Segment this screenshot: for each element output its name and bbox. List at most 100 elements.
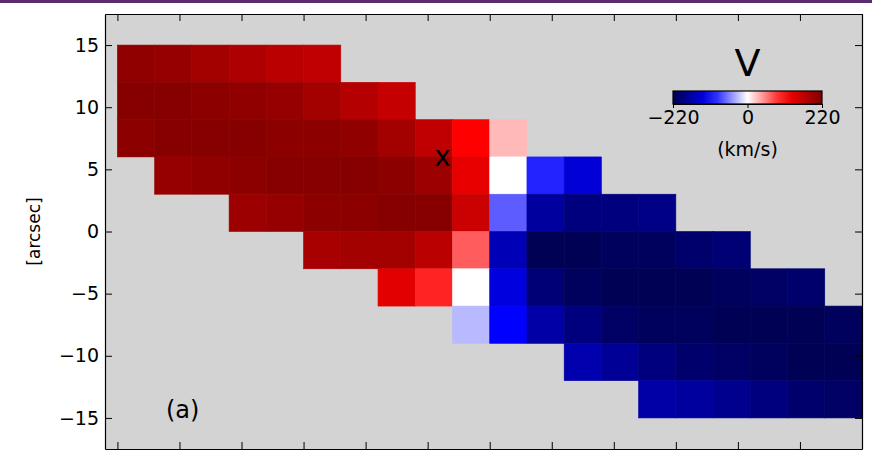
x-top-tick: [304, 14, 305, 21]
x-top-tick: [552, 14, 553, 21]
x-tick-mark: [676, 442, 677, 449]
x-top-tick-mark: [800, 14, 801, 21]
x-top-tick-mark: [428, 14, 429, 21]
y-tick-mark: [105, 356, 112, 357]
x-top-tick-mark: [304, 14, 305, 21]
velocity-cell: [639, 232, 676, 269]
y-right-tick-mark: [855, 356, 862, 357]
plot-background: [105, 14, 862, 449]
velocity-cell: [490, 232, 527, 269]
velocity-cell: [825, 306, 862, 343]
velocity-cell: [601, 194, 638, 231]
velocity-cell: [378, 269, 415, 306]
velocity-cell: [750, 343, 787, 380]
velocity-cell: [750, 381, 787, 418]
y-axis-title: [arcsec]: [24, 197, 44, 265]
velocity-cell: [788, 306, 825, 343]
x-tick-mark: [428, 442, 429, 449]
x-tick-mark: [366, 442, 367, 449]
y-right-tick-mark: [855, 232, 862, 233]
x-top-tick-mark: [676, 14, 677, 21]
velocity-cell: [527, 269, 564, 306]
velocity-cell: [490, 157, 527, 194]
velocity-cell: [304, 45, 341, 82]
x-top-tick-mark: [366, 14, 367, 21]
velocity-cell: [527, 232, 564, 269]
x-top-tick-mark: [490, 14, 491, 21]
x-tick-mark: [242, 442, 243, 449]
y-tick-label: −15: [59, 407, 99, 429]
velocity-cell: [192, 120, 229, 157]
velocity-cell: [527, 157, 564, 194]
velocity-cell: [639, 194, 676, 231]
x-tick: [800, 442, 801, 449]
y-right-tick: [855, 232, 862, 233]
x-axis: [106, 442, 863, 450]
x-top-axis-line: [106, 14, 863, 15]
y-tick: 0: [87, 220, 112, 242]
colorbar-bar: [673, 91, 822, 104]
velocity-cell: [304, 232, 341, 269]
y-tick-label: 15: [75, 34, 99, 56]
velocity-cell: [155, 120, 192, 157]
velocity-cell: [117, 82, 154, 119]
x-tick: [676, 442, 677, 449]
x-top-tick-mark: [738, 14, 739, 21]
x-axis-line: [106, 449, 863, 450]
velocity-cell: [117, 120, 154, 157]
colorbar-axis: −220 0 220: [647, 104, 840, 128]
x-top-tick: [179, 14, 180, 21]
y-tick-mark: [105, 294, 112, 295]
x-tick-mark: [117, 442, 118, 449]
y-right-tick-mark: [855, 169, 862, 170]
x-tick-mark: [552, 442, 553, 449]
x-top-axis: [106, 14, 863, 21]
annotation: x: [434, 140, 451, 173]
y-right-tick-mark: [855, 418, 862, 419]
colorbar-tick: −220: [647, 104, 699, 128]
y-right-tick: [855, 294, 862, 295]
velocity-cell: [639, 381, 676, 418]
velocity-cell: [341, 82, 378, 119]
velocity-cell: [266, 120, 303, 157]
velocity-cell: [713, 343, 750, 380]
velocity-cell: [601, 232, 638, 269]
x-top-tick-mark: [242, 14, 243, 21]
velocity-cell: [676, 269, 713, 306]
x-tick-mark: [490, 442, 491, 449]
panel-label: (a): [166, 396, 199, 424]
velocity-cell: [825, 343, 862, 380]
y-tick-mark: [105, 232, 112, 233]
x-top-tick: [800, 14, 801, 21]
x-top-tick: [117, 14, 118, 21]
colorbar-tick: 0: [742, 104, 754, 128]
velocity-cell: [825, 381, 862, 418]
velocity-cell: [192, 82, 229, 119]
velocity-cell: [266, 45, 303, 82]
velocity-cell: [229, 194, 266, 231]
velocity-cell: [229, 120, 266, 157]
y-tick: 10: [75, 96, 112, 118]
velocity-cell: [452, 157, 489, 194]
colorbar-tick: 220: [804, 104, 840, 128]
velocity-cell: [527, 306, 564, 343]
velocity-cell: [304, 157, 341, 194]
y-right-tick: [855, 418, 862, 419]
velocity-cell: [415, 232, 452, 269]
y-tick-mark: [105, 418, 112, 419]
x-tick: [552, 442, 553, 449]
y-tick-label: 5: [87, 158, 99, 180]
colorbar-title: V: [735, 41, 761, 85]
velocity-cell: [192, 45, 229, 82]
y-right-tick-mark: [855, 294, 862, 295]
velocity-cell: [490, 120, 527, 157]
x-tick-mark: [800, 442, 801, 449]
x-top-tick-mark: [614, 14, 615, 21]
velocity-cell: [266, 194, 303, 231]
velocity-cell: [452, 306, 489, 343]
colorbar-label: (km/s): [717, 138, 778, 160]
x-top-tick: [676, 14, 677, 21]
x-tick-mark: [614, 442, 615, 449]
velocity-cell: [229, 82, 266, 119]
x-top-tick-mark: [552, 14, 553, 21]
